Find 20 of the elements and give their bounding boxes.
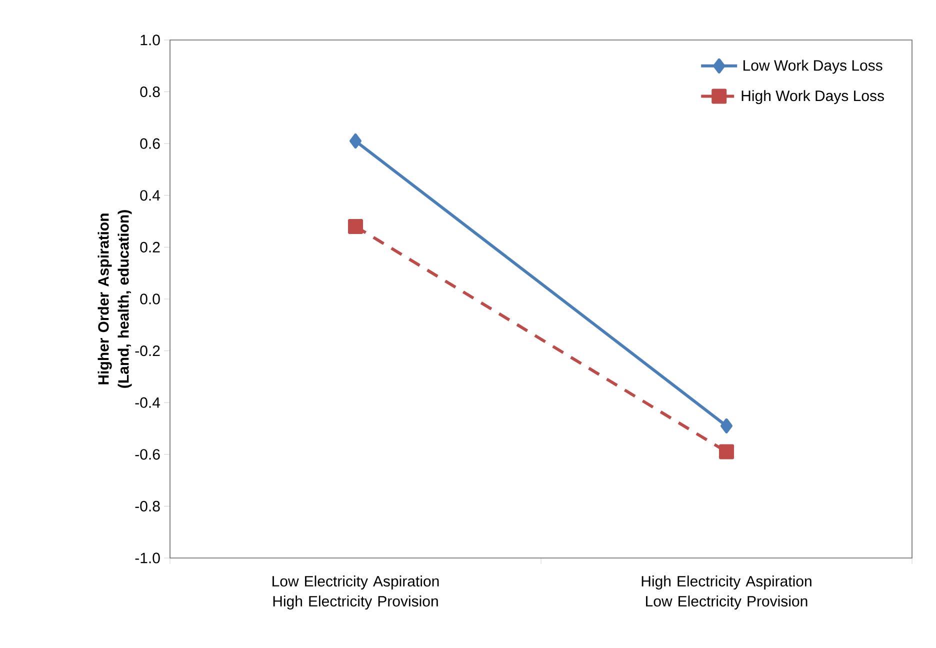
point — [719, 444, 734, 460]
y-tick-label: -1.0 — [135, 552, 160, 564]
y-axis-title: Higher Order Aspiration (Land, health, education) — [98, 210, 132, 388]
y-tick-label: 0.2 — [140, 242, 160, 252]
y-tick-label: 0.0 — [140, 294, 160, 304]
x-tick-label: Low Electricity Aspiration High Electricity Provision — [272, 576, 439, 610]
y-tick-label: -0.6 — [135, 449, 160, 460]
y-tick-label: 0.4 — [140, 190, 160, 201]
point — [720, 418, 733, 434]
y-tick-label: 0.6 — [140, 138, 160, 149]
legend-label: High Work Days Loss — [742, 90, 884, 104]
y-tick-label: 1.0 — [140, 34, 160, 46]
point — [350, 134, 362, 149]
y-tick-label: -0.4 — [135, 397, 160, 408]
y-tick-label: -0.8 — [135, 500, 160, 512]
point — [348, 218, 364, 234]
legend-label: Low Work Days Loss — [744, 60, 882, 74]
y-tick-label: 0.8 — [140, 86, 160, 98]
x-tick-label: High Electricity Aspiration Low Electricity Provision — [642, 576, 812, 610]
y-tick-label: -0.2 — [135, 345, 160, 356]
